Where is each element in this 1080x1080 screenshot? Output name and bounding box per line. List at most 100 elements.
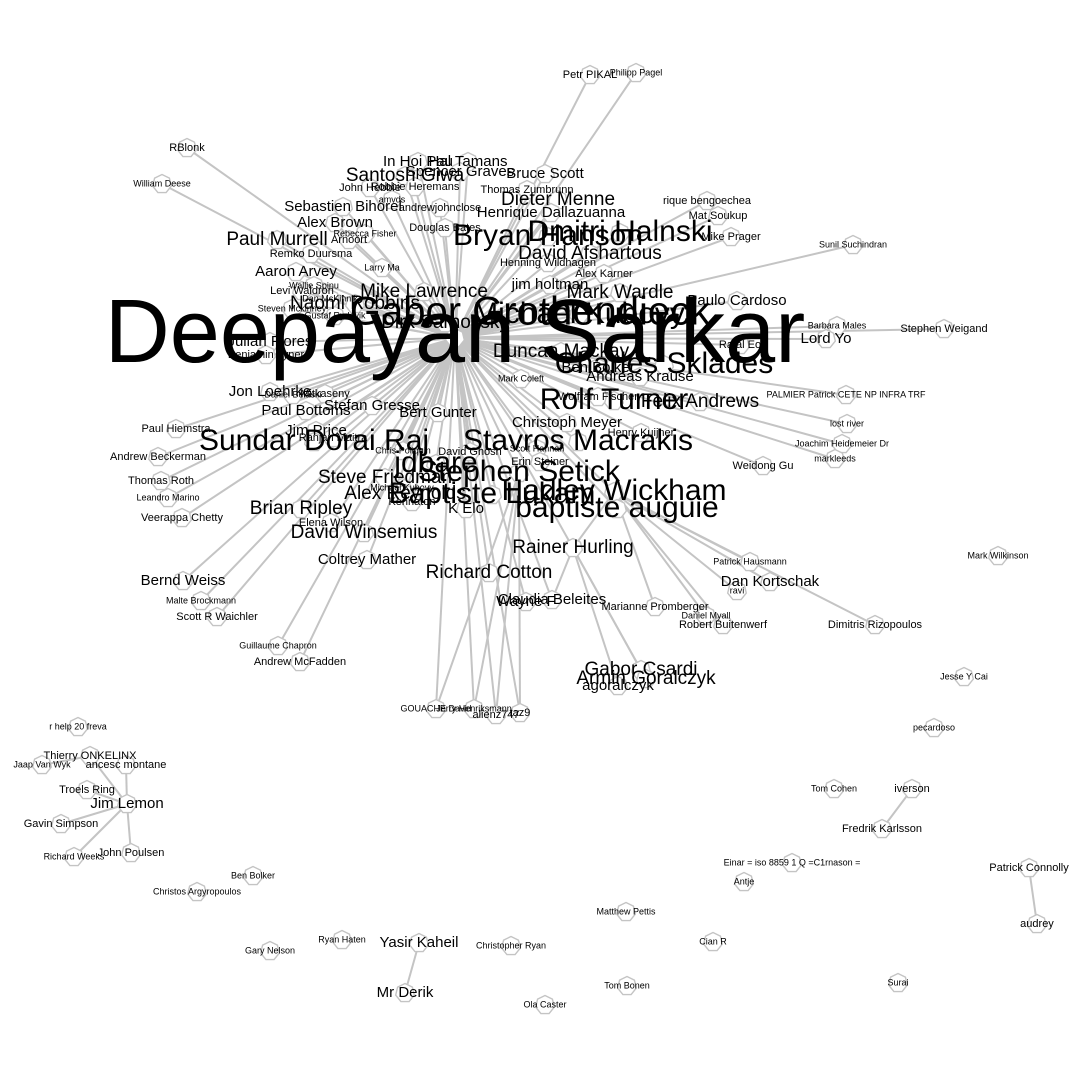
node-label: Andrew Beckerman [110, 451, 206, 463]
graph-edge [299, 337, 456, 663]
graph-edge [310, 253, 456, 339]
node-label: Antje [734, 876, 755, 886]
graph-node [556, 412, 578, 433]
graph-edge [369, 187, 456, 339]
node-label: Barbara Males [808, 320, 867, 330]
node-label: Lord Yo [801, 330, 852, 347]
graph-node [695, 605, 717, 626]
node-label: Weidong Gu [733, 460, 794, 472]
node-label: Douglas Bates [409, 222, 481, 234]
node-label: Rolf Turner [540, 383, 688, 416]
node-label: Aaron Arvey [255, 263, 337, 280]
graph-node [289, 651, 311, 672]
node-label: Surai [887, 977, 908, 987]
node-label: jim holtman [511, 276, 589, 293]
graph-node [186, 881, 208, 902]
node-label: audrey [1020, 918, 1054, 930]
graph-node [79, 745, 101, 766]
node-label: agoralczyk [582, 677, 654, 694]
node-label: Arnoort [331, 234, 367, 246]
graph-node [394, 982, 416, 1003]
node-label: Benjamin Tyner [228, 349, 305, 361]
node-label: Claudia Beleites [498, 591, 606, 608]
node-label: Bert Gunter [399, 404, 477, 421]
node-label: William Deese [133, 178, 191, 188]
graph-edge [454, 236, 732, 339]
node-label: Brian Ripley [250, 498, 353, 519]
graph-node [842, 234, 864, 255]
node-label: Jon Loehrke [229, 383, 312, 400]
graph-node [603, 390, 625, 411]
graph-edge [495, 472, 520, 716]
graph-node [147, 446, 169, 467]
node-label: Thierry ONKELINX [44, 750, 138, 762]
graph-node [781, 852, 803, 873]
node-label: pecardoso [913, 722, 955, 732]
node-label: Mike Prager [701, 231, 761, 243]
graph-edge [454, 337, 843, 445]
graph-node [562, 537, 584, 558]
graph-node [371, 257, 393, 278]
node-label: Guillaume Chapron [239, 640, 317, 650]
node-label: Einar = iso 8859 1 Q =C1rnason = [724, 857, 861, 867]
graph-node [630, 422, 652, 443]
node-label: ravi [730, 585, 745, 595]
graph-node [607, 675, 629, 696]
graph-edge [454, 337, 522, 380]
graph-node [172, 570, 194, 591]
graph-node [539, 274, 561, 295]
graph-node [151, 173, 173, 194]
graph-node [568, 304, 590, 325]
node-label: Santosh Giwa [346, 165, 465, 186]
graph-node [76, 779, 98, 800]
graph-edge [454, 300, 738, 339]
graph-edge [454, 337, 574, 549]
node-label: alienz747 [472, 709, 519, 721]
graph-edge [454, 337, 615, 493]
graph-node [408, 932, 430, 953]
graph-edge [613, 491, 724, 626]
node-label: Thomas Zumbrunn [481, 184, 574, 196]
node-label: Mike Lawrence [360, 281, 488, 302]
graph-node [150, 470, 172, 491]
graph-edge [157, 337, 456, 458]
node-label: Ranjan Maitra [299, 432, 368, 444]
graph-edge [300, 337, 456, 510]
node-label: r help 20 freva [49, 721, 107, 731]
graph-edge [265, 337, 456, 356]
graph-edge [454, 173, 546, 339]
node-label: Paul Murrell [226, 229, 327, 250]
graph-node [300, 243, 322, 264]
graph-node [374, 467, 396, 488]
node-label: John Poulsen [98, 847, 165, 859]
graph-edge [473, 472, 520, 710]
node-label: markleeds [814, 453, 856, 463]
node-label: Dmitri Halnski [527, 215, 712, 248]
graph-edge [454, 328, 945, 339]
graph-node [353, 522, 375, 543]
graph-node [826, 315, 848, 336]
graph-node [752, 455, 774, 476]
node-label: Paul Hiemstra [141, 423, 211, 435]
graph-node [285, 261, 307, 282]
graph-node [696, 190, 718, 211]
node-label: In Hoi Pau [383, 153, 453, 170]
graph-node [404, 176, 426, 197]
node-label: Rebecca Fisher [333, 228, 396, 238]
graph-edge [216, 337, 456, 618]
node-label: Sebastien Bihorel [284, 198, 402, 215]
node-label: Yasir Kaheil [380, 934, 459, 951]
node-label: Ben Bolker [231, 870, 275, 880]
graph-edge [60, 803, 128, 825]
graph-node [354, 223, 376, 244]
node-label: Jim Price [285, 422, 347, 439]
graph-node [120, 842, 142, 863]
node-label: Richard Cotton [426, 562, 553, 583]
graph-node [887, 972, 909, 993]
node-label: Dieter Menne [501, 189, 615, 210]
graph-node [67, 716, 89, 737]
graph-node [425, 453, 447, 474]
node-label: Remko Duursma [270, 248, 353, 260]
graph-edge [73, 803, 128, 858]
node-label: Daniel Myall [681, 610, 730, 620]
